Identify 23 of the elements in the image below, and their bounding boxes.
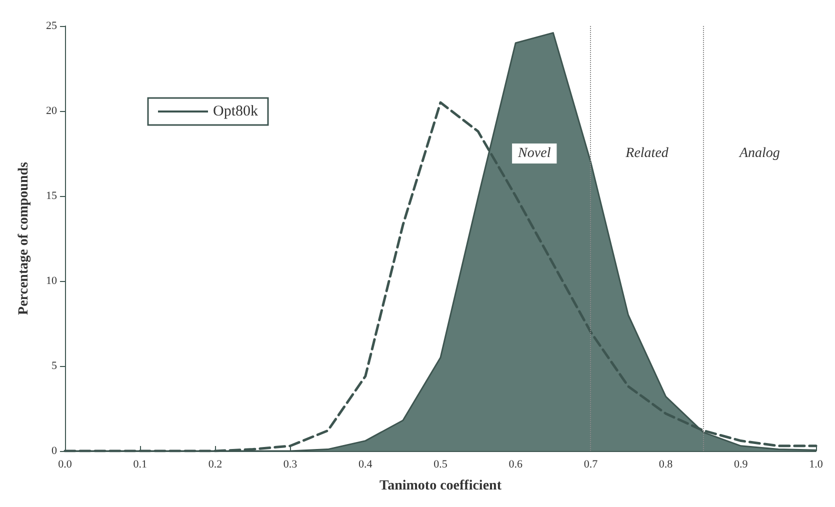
x-tick-label: 0.7	[584, 458, 598, 470]
x-tick-label: 0.5	[434, 458, 448, 470]
annotation: Analog	[738, 146, 780, 161]
x-tick-label: 0.4	[358, 458, 373, 470]
x-tick-label: 0.3	[283, 458, 298, 470]
y-tick-label: 15	[46, 190, 58, 202]
x-tick-label: 1.0	[809, 458, 824, 470]
y-tick-label: 5	[52, 360, 58, 372]
y-tick-label: 10	[46, 275, 58, 287]
annotation: Related	[624, 146, 670, 161]
x-tick-label: 0.8	[658, 458, 674, 470]
x-tick-label: 0.2	[208, 458, 222, 470]
y-axis-title: Percentage of compounds	[16, 161, 32, 315]
x-tick-label: 0.9	[734, 458, 748, 470]
x-tick-label: 0.0	[58, 458, 72, 470]
legend-label: Opt80k	[213, 104, 258, 120]
x-tick-label: 0.6	[508, 458, 523, 470]
x-axis-title: Tanimoto coefficient	[380, 478, 502, 494]
x-tick-label: 0.1	[133, 458, 147, 470]
y-tick-label: 25	[46, 20, 58, 32]
annotation: Novel	[517, 146, 551, 161]
y-tick-label: 0	[52, 445, 58, 457]
y-tick-label: 20	[46, 105, 58, 117]
